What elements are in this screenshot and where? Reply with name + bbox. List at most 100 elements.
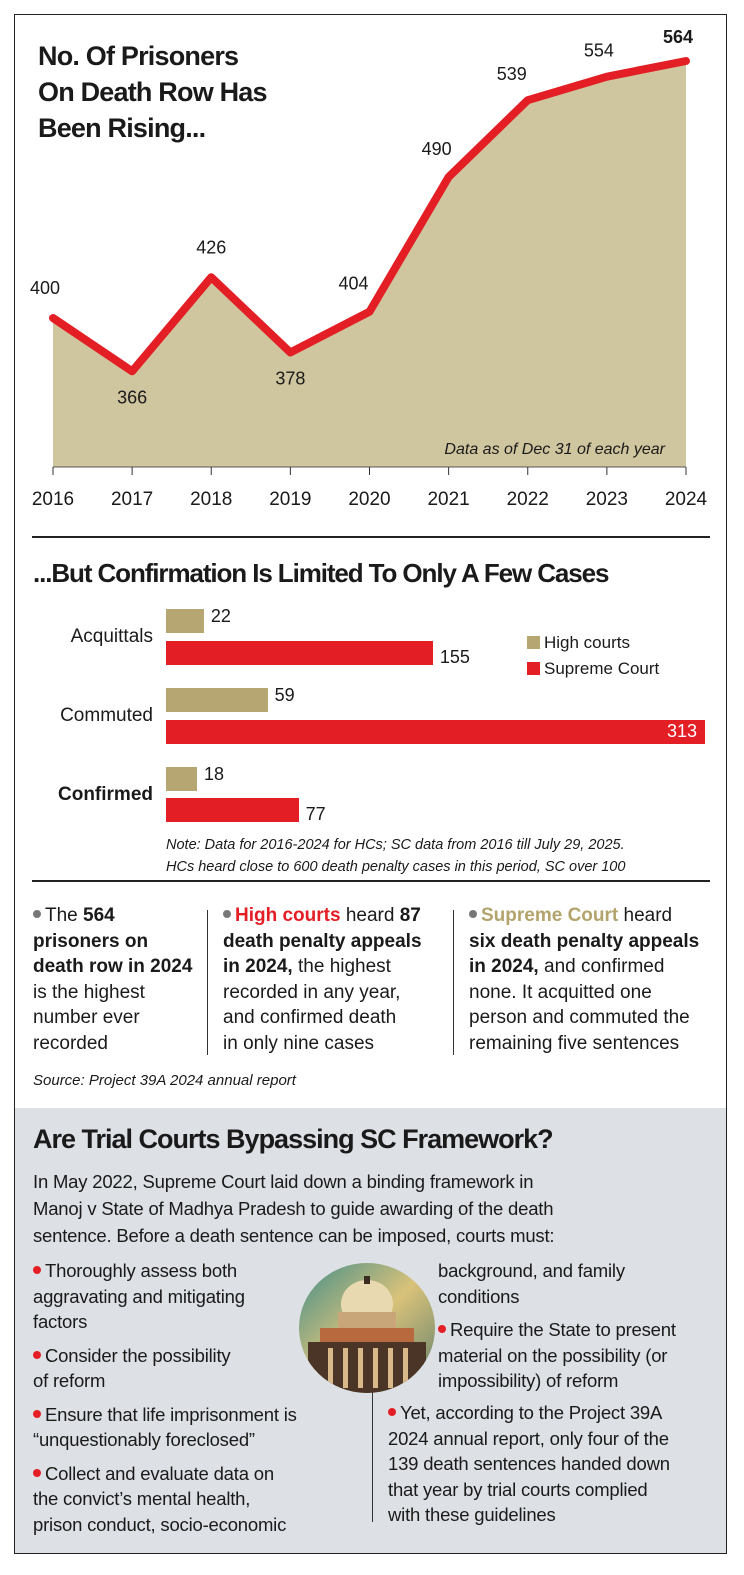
line-chart-title: No. Of Prisoners On Death Row Has Been R… — [38, 38, 358, 146]
x-tick-label: 2021 — [427, 489, 469, 510]
bar-supreme-court — [166, 641, 433, 665]
x-tick-label: 2018 — [190, 489, 232, 510]
fact-text: Supreme Court — [481, 905, 619, 926]
bullet-line: of reform — [33, 1370, 106, 1391]
fact-text: High courts — [235, 905, 341, 926]
legend-swatch — [527, 636, 540, 649]
fact-text: recorded — [33, 1032, 108, 1054]
data-label: 539 — [497, 64, 527, 84]
fact-text: and confirmed death — [223, 1007, 397, 1028]
bullet-line: Require the State to present — [438, 1317, 676, 1343]
bullet-line: the convict’s mental health, — [33, 1488, 251, 1509]
bullet-item: background, and family conditions — [438, 1258, 676, 1309]
fact-text: the highest — [292, 956, 391, 977]
fact-line: is the highest — [33, 980, 192, 1006]
framework-title: Are Trial Courts Bypassing SC Framework? — [33, 1124, 554, 1154]
bullet-line: with these guidelines — [388, 1504, 556, 1525]
divider — [32, 880, 710, 882]
bullet-icon — [33, 1266, 41, 1274]
data-label: 404 — [338, 274, 368, 294]
fact-line: Supreme Court heard — [469, 903, 699, 929]
supreme-court-illustration — [299, 1263, 435, 1393]
bullet-item: Thoroughly assess both aggravating and mi… — [33, 1258, 297, 1335]
data-label: 554 — [584, 41, 614, 61]
fact-line: person and commuted the — [469, 1005, 699, 1031]
bullet-line: Collect and evaluate data on — [33, 1461, 297, 1487]
bullet-line: material on the possibility (or — [438, 1344, 668, 1366]
x-tick-label: 2019 — [269, 489, 311, 510]
fact-line: in 2024, and confirmed — [469, 954, 699, 980]
bullet-line: Ensure that life imprisonment is — [33, 1402, 297, 1428]
category-label: Acquittals — [70, 626, 153, 647]
fact-line: recorded — [33, 1031, 192, 1057]
bullet-line: prison conduct, socio-economic — [33, 1513, 287, 1535]
fact-text: heard — [340, 905, 400, 926]
framework-right-bullets: background, and family conditions Require … — [438, 1258, 676, 1394]
bullet-line: conditions — [438, 1285, 520, 1307]
title-line: On Death Row Has — [38, 77, 268, 107]
legend-label: Supreme Court — [544, 659, 660, 678]
bullet-line: “unquestionably foreclosed” — [33, 1429, 255, 1450]
fact-text: number ever — [33, 1007, 140, 1028]
bullet-icon — [469, 910, 477, 918]
fact-text: is the highest — [33, 981, 145, 1003]
x-tick-label: 2017 — [111, 489, 153, 510]
bullet-icon — [33, 1350, 41, 1359]
fact-text: recorded in any year, — [223, 981, 401, 1003]
note-line: HCs heard close to 600 death penalty cas… — [166, 859, 626, 875]
fact-text: prisoners on — [33, 930, 149, 952]
bullet-line: Yet, according to the Project 39A — [388, 1400, 670, 1426]
fact-line: death penalty appeals — [223, 929, 422, 955]
fact-line: and confirmed death — [223, 1005, 422, 1031]
column-divider — [453, 910, 454, 1055]
bar-value-label: 18 — [203, 764, 225, 784]
bullet-line: that year by trial courts complied — [388, 1478, 648, 1500]
bar-value-label: 59 — [274, 685, 295, 705]
bar-supreme-court — [166, 720, 705, 744]
fact-text: in only nine cases — [223, 1032, 375, 1054]
fact-high-courts: High courts heard 87 death penalty appeal… — [223, 903, 422, 1056]
title-line: No. Of Prisoners — [38, 41, 239, 71]
fact-text: death row in 2024 — [33, 956, 193, 977]
fact-text: The — [45, 905, 84, 926]
fact-line: prisoners on — [33, 929, 192, 955]
x-tick-label: 2023 — [586, 489, 628, 510]
column-divider — [372, 1392, 373, 1522]
divider — [32, 536, 710, 538]
bullet-icon — [438, 1325, 446, 1333]
category-label: Commuted — [60, 705, 153, 726]
fact-supreme-court: Supreme Court heard six death penalty app… — [469, 903, 699, 1056]
fact-text: in 2024, — [223, 956, 293, 977]
bullet-item: Require the State to present material on … — [438, 1317, 676, 1394]
data-label: 366 — [117, 387, 147, 407]
column-divider — [207, 910, 208, 1055]
fact-death-row: The 564 prisoners on death row in 2024 is t… — [33, 903, 192, 1056]
source-credit: Source: Project 39A 2024 annual report — [33, 1072, 296, 1089]
fact-text: 564 — [83, 905, 115, 926]
fact-text: none. It acquitted one — [469, 981, 652, 1003]
fact-line: in 2024, the highest — [223, 954, 422, 980]
framework-finding: Yet, according to the Project 39A 2024 an… — [388, 1400, 670, 1528]
bullet-line: 2024 annual report, only four of the — [388, 1427, 669, 1449]
legend-supreme-court: Supreme Court — [527, 659, 659, 679]
bullet-line: impossibility) of reform — [438, 1370, 619, 1391]
bullet-icon — [388, 1408, 396, 1416]
framework-left-bullets: Thoroughly assess both aggravating and mi… — [33, 1258, 297, 1537]
fact-line: death row in 2024 — [33, 954, 192, 980]
death-row-line-chart: 2016 400 2017 366 2018 426 2019 378 2020 404 2021 4… — [30, 27, 708, 510]
bar-high-courts — [166, 767, 197, 791]
bullet-item: Ensure that life imprisonment is “unquest… — [33, 1402, 297, 1453]
data-label: 378 — [275, 368, 305, 388]
bullet-icon — [223, 910, 231, 918]
intro-line: sentence. Before a death sentence can be… — [33, 1225, 555, 1246]
x-tick-label: 2020 — [348, 489, 390, 510]
bullet-item: Yet, according to the Project 39A 2024 an… — [388, 1400, 670, 1528]
fact-text: and confirmed — [538, 956, 665, 977]
x-tick-label: 2024 — [665, 489, 708, 510]
bullet-line: Consider the possibility — [33, 1343, 297, 1369]
data-label: 426 — [196, 237, 226, 257]
bar-value-label: 155 — [439, 647, 470, 667]
bar-high-courts — [166, 688, 268, 712]
fact-text: 87 — [399, 905, 421, 926]
bar-value-label: 313 — [667, 721, 698, 741]
